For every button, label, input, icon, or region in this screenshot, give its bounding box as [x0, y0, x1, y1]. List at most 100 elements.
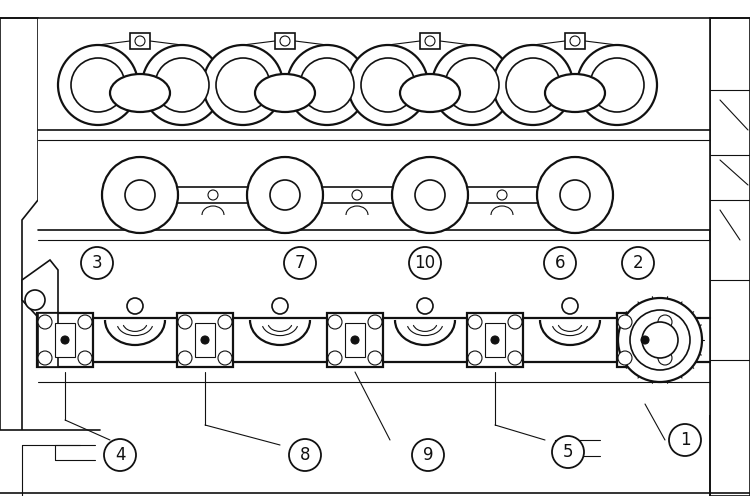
Circle shape	[562, 298, 578, 314]
Circle shape	[570, 36, 580, 46]
Circle shape	[127, 298, 143, 314]
Circle shape	[658, 351, 672, 365]
Text: 6: 6	[555, 254, 566, 272]
Circle shape	[38, 351, 52, 365]
Polygon shape	[22, 260, 58, 330]
Circle shape	[328, 315, 342, 329]
Circle shape	[218, 315, 232, 329]
Circle shape	[300, 58, 354, 112]
Circle shape	[71, 58, 125, 112]
Polygon shape	[0, 430, 100, 496]
Circle shape	[445, 58, 499, 112]
Circle shape	[352, 190, 362, 200]
Circle shape	[544, 247, 576, 279]
Text: 9: 9	[423, 446, 433, 464]
Circle shape	[361, 58, 415, 112]
Circle shape	[287, 45, 367, 125]
Circle shape	[425, 36, 435, 46]
Bar	[55, 323, 75, 357]
Circle shape	[415, 180, 445, 210]
Circle shape	[289, 439, 321, 471]
Bar	[177, 313, 233, 367]
Circle shape	[178, 315, 192, 329]
Circle shape	[618, 351, 632, 365]
Circle shape	[560, 180, 590, 210]
Bar	[140, 187, 575, 203]
Circle shape	[201, 336, 209, 344]
Ellipse shape	[255, 74, 315, 112]
Bar	[0, 0, 750, 18]
Circle shape	[368, 315, 382, 329]
Circle shape	[81, 247, 113, 279]
Ellipse shape	[400, 74, 460, 112]
Circle shape	[409, 247, 441, 279]
Circle shape	[270, 180, 300, 210]
Circle shape	[272, 298, 288, 314]
Text: 1: 1	[680, 431, 690, 449]
Circle shape	[280, 36, 290, 46]
Bar	[565, 33, 585, 49]
Circle shape	[468, 351, 482, 365]
Ellipse shape	[545, 74, 605, 112]
Circle shape	[618, 298, 702, 382]
Circle shape	[412, 439, 444, 471]
Text: 5: 5	[562, 443, 573, 461]
Circle shape	[38, 315, 52, 329]
Circle shape	[577, 45, 657, 125]
Circle shape	[216, 58, 270, 112]
Circle shape	[392, 157, 468, 233]
Circle shape	[328, 351, 342, 365]
Circle shape	[669, 424, 701, 456]
Text: 2: 2	[633, 254, 644, 272]
Circle shape	[508, 315, 522, 329]
Bar	[617, 313, 673, 367]
Text: 3: 3	[92, 254, 102, 272]
Circle shape	[630, 310, 690, 370]
Bar	[485, 323, 505, 357]
Circle shape	[78, 351, 92, 365]
Circle shape	[641, 336, 649, 344]
Circle shape	[658, 315, 672, 329]
Bar	[345, 323, 365, 357]
Circle shape	[58, 45, 138, 125]
Text: 7: 7	[295, 254, 305, 272]
Circle shape	[104, 439, 136, 471]
Circle shape	[497, 190, 507, 200]
Circle shape	[618, 315, 632, 329]
Bar	[38, 313, 58, 367]
Text: 4: 4	[115, 446, 125, 464]
Bar	[38, 18, 710, 173]
Circle shape	[622, 247, 654, 279]
Circle shape	[351, 336, 359, 344]
Circle shape	[417, 298, 433, 314]
Circle shape	[284, 247, 316, 279]
Circle shape	[178, 351, 192, 365]
Circle shape	[552, 436, 584, 468]
Circle shape	[25, 290, 45, 310]
Bar	[635, 323, 655, 357]
Circle shape	[218, 351, 232, 365]
Circle shape	[506, 58, 560, 112]
Circle shape	[102, 157, 178, 233]
Circle shape	[208, 190, 218, 200]
Bar	[275, 33, 295, 49]
Bar	[467, 313, 523, 367]
Text: 10: 10	[415, 254, 436, 272]
Circle shape	[590, 58, 644, 112]
Bar	[38, 240, 710, 415]
Circle shape	[642, 322, 678, 358]
Circle shape	[432, 45, 512, 125]
Circle shape	[247, 157, 323, 233]
Circle shape	[155, 58, 209, 112]
Circle shape	[125, 180, 155, 210]
Bar	[327, 313, 383, 367]
Circle shape	[348, 45, 428, 125]
Circle shape	[508, 351, 522, 365]
Bar	[420, 33, 440, 49]
Bar	[37, 313, 93, 367]
Circle shape	[468, 315, 482, 329]
Polygon shape	[710, 18, 750, 496]
Circle shape	[491, 336, 499, 344]
Bar	[130, 33, 150, 49]
Circle shape	[61, 336, 69, 344]
